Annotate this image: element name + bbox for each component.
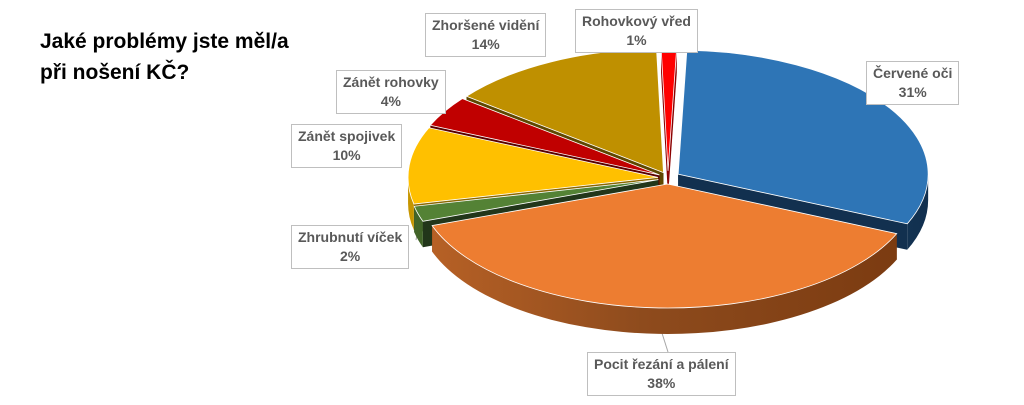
pie-slices [407,46,929,334]
chart-title-line-1: Jaké problémy jste měl/a [40,30,289,53]
data-label-zanet-rohovky: Zánět rohovky 4% [336,70,446,114]
data-label-zhrubnuti-vicek: Zhrubnutí víček 2% [291,225,410,269]
pie-slice-pocit-rezani [431,183,898,334]
chart-title: Jaké problémy jste měl/a při nošení KČ? [40,26,289,88]
data-label-zhorsene-videni: Zhoršené vidění 14% [425,13,547,57]
data-label-cervene-oci: Červené oči 31% [866,61,960,105]
data-label-rohovkovy-vred: Rohovkový vřed 1% [575,9,698,53]
data-label-zanet-spojivek: Zánět spojivek 10% [291,124,403,168]
chart-title-line-2: při nošení KČ? [40,61,190,84]
data-label-pocit-rezani: Pocit řezání a pálení 38% [587,352,736,396]
